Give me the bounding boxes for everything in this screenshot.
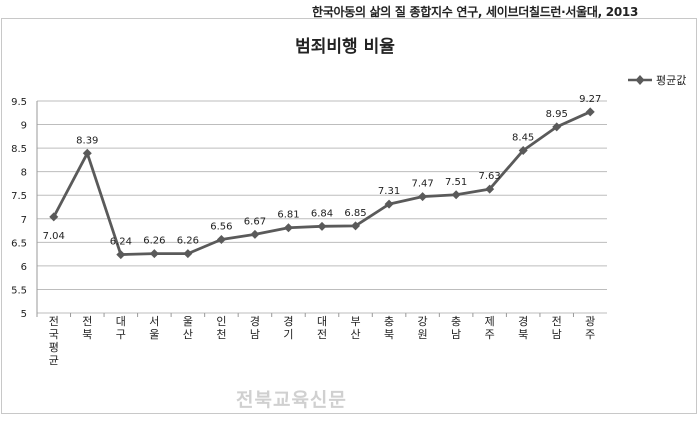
y-tick-label: 6 — [21, 262, 27, 273]
series-line — [52, 110, 591, 256]
y-tick-label: 9.5 — [11, 97, 27, 108]
chart-title: 범죄비행 비율 — [295, 37, 395, 57]
data-label: 8.39 — [76, 135, 98, 146]
data-label: 7.04 — [43, 231, 65, 242]
data-label: 8.45 — [512, 132, 534, 143]
data-point — [451, 190, 461, 200]
legend-marker — [635, 75, 645, 85]
y-tick-label: 6.5 — [11, 238, 27, 249]
data-point — [585, 107, 595, 117]
y-tick-label: 9 — [21, 121, 27, 132]
data-point — [116, 250, 126, 260]
data-label: 8.95 — [546, 109, 568, 120]
y-tick-label: 7.5 — [11, 191, 27, 202]
data-point — [183, 249, 193, 259]
data-label: 7.51 — [445, 177, 467, 188]
data-label: 6.81 — [277, 210, 299, 221]
y-axis-ticks: 5 5.5 6 6.5 7 7.5 8 8.5 9 9.5 — [11, 97, 27, 320]
data-label: 6.67 — [244, 216, 266, 227]
data-label: 7.47 — [411, 179, 433, 190]
y-tick-label: 5.5 — [11, 285, 27, 296]
data-point — [216, 235, 226, 245]
x-axis-ticks: 전 국 평 균 전 북 대 구 서 울 울 산 인 천 경 남 경 기 대 전 부 산 충 북 강 원 충 남 제 주 경 북 전 남 광 주 — [36, 313, 595, 367]
data-label: 6.56 — [210, 222, 232, 233]
series-average: 7.04 8.39 6.24 6.26 6.26 6.56 6.67 6.81 6.84 6.85… — [43, 94, 601, 260]
chart-frame — [1, 18, 697, 414]
data-label: 9.27 — [579, 94, 601, 105]
data-label: 6.84 — [311, 208, 333, 219]
data-point — [49, 212, 59, 222]
y-tick-label: 7 — [21, 215, 27, 226]
data-point — [351, 221, 361, 231]
y-tick-label: 5 — [21, 309, 27, 320]
legend-label: 평균값 — [656, 74, 686, 87]
data-label: 7.63 — [479, 171, 501, 182]
data-label: 6.24 — [110, 237, 132, 248]
data-point — [518, 145, 528, 155]
data-point — [485, 184, 495, 194]
legend: 평균값 — [628, 74, 686, 87]
watermark: 전북교육신문 — [236, 389, 347, 411]
data-label: 6.85 — [344, 208, 366, 219]
source-note: 한국아동의 삶의 질 종합지수 연구, 세이브더칠드런·서울대, 2013 — [311, 5, 638, 19]
data-point — [384, 199, 394, 209]
y-tick-label: 8.5 — [11, 144, 27, 155]
data-point — [552, 122, 562, 132]
y-tick-label: 8 — [21, 168, 27, 179]
data-label: 6.26 — [177, 236, 199, 247]
data-point — [250, 229, 260, 239]
data-point — [418, 192, 428, 202]
data-point — [283, 223, 293, 233]
gridlines — [36, 100, 607, 314]
data-label: 6.26 — [143, 236, 165, 247]
data-label: 7.31 — [378, 186, 400, 197]
data-point — [82, 148, 92, 158]
data-point — [149, 249, 159, 259]
data-point — [317, 221, 327, 231]
